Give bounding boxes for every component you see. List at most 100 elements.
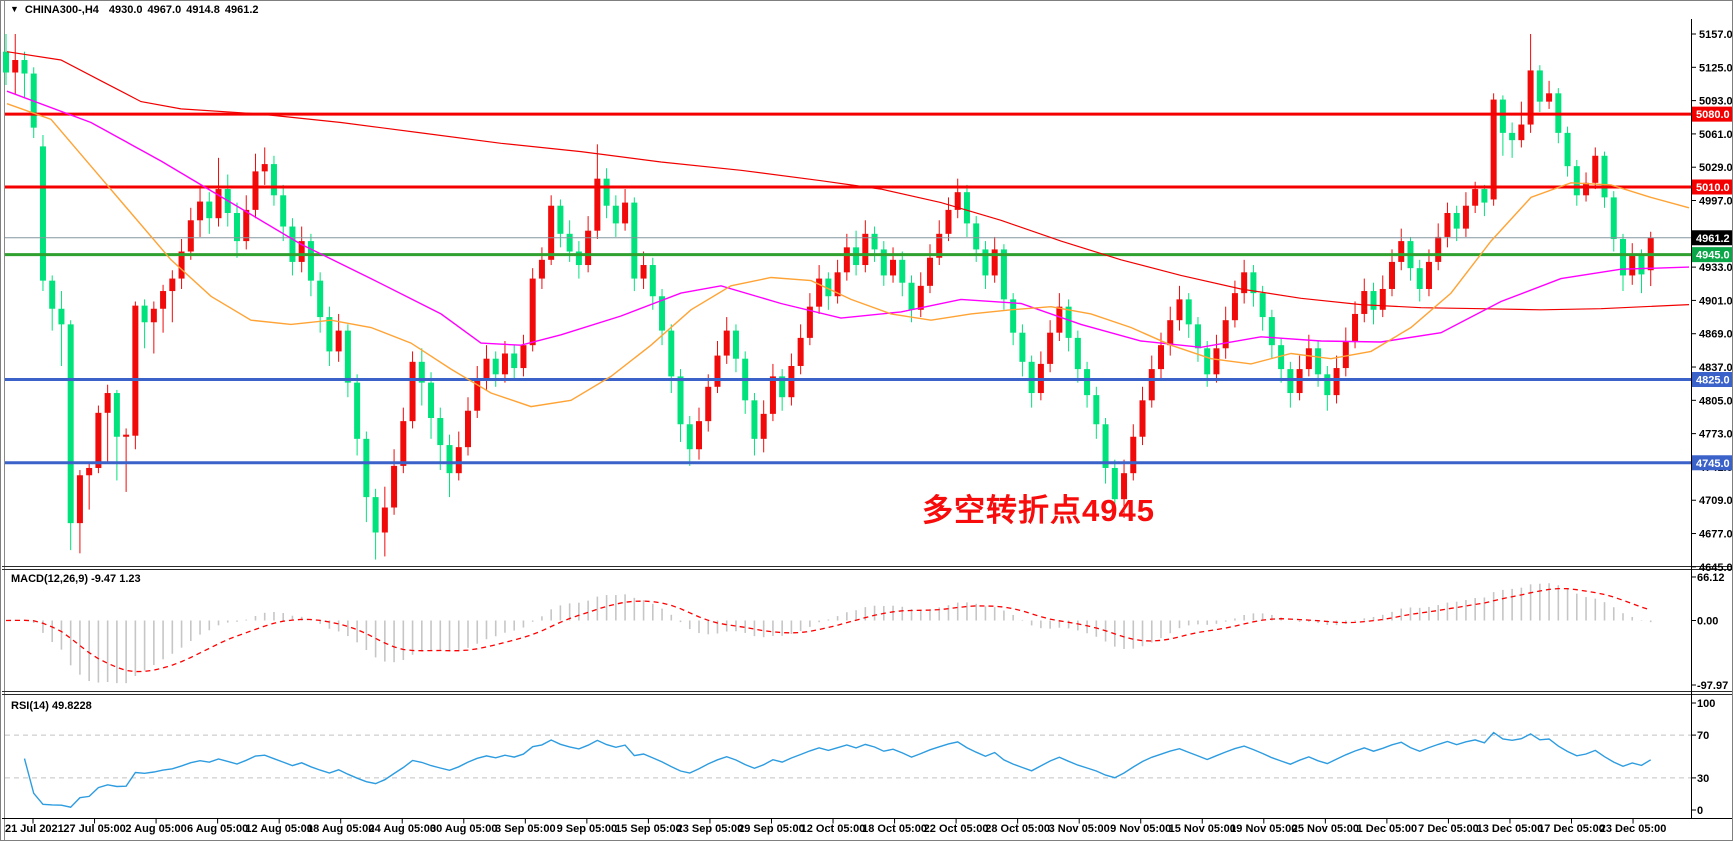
candle-body (215, 189, 222, 219)
macd-plot (5, 583, 1652, 684)
candle-body (465, 410, 471, 448)
time-tick-label: 3 Nov 05:00 (1049, 823, 1110, 835)
rsi-tick-label: 0 (1697, 805, 1703, 817)
candle-body (243, 209, 250, 242)
candle-body (1573, 166, 1580, 196)
candle-body (132, 305, 139, 436)
candle-body (1370, 291, 1377, 310)
time-tick-label: 30 Aug 05:00 (430, 823, 497, 835)
candle-body (1139, 400, 1146, 437)
candle-body (381, 507, 388, 533)
price-marker-label: 4825.0 (1696, 375, 1730, 387)
macd-indicator-label: MACD(12,26,9) -9.47 1.23 (11, 573, 141, 585)
time-tick-label: 13 Dec 05:00 (1477, 823, 1544, 835)
candle-body (1518, 124, 1525, 141)
price-marker-box (1692, 372, 1732, 388)
candle-body (307, 241, 314, 281)
candle-body (317, 280, 324, 318)
candle-body (806, 306, 813, 338)
candle-body (437, 418, 444, 446)
price-tick-label: 4645.0 (1699, 562, 1733, 574)
candle-body (640, 265, 647, 279)
candle-body (1425, 261, 1432, 289)
price-tick-label: 4869.0 (1699, 329, 1733, 341)
candle-body (1583, 182, 1590, 196)
candle-body (335, 330, 342, 352)
candle-body (991, 249, 998, 276)
candle-body (760, 413, 767, 439)
time-tick-label: 23 Sep 05:00 (677, 823, 744, 835)
price-tick-label: 4997.0 (1699, 196, 1733, 208)
candle-body (1361, 291, 1368, 314)
price-tick-label: 4709.0 (1699, 495, 1733, 507)
candle-body (12, 60, 19, 73)
symbol-dropdown-icon[interactable]: ▼ (10, 4, 19, 14)
candle-body (1472, 189, 1479, 206)
candle-body (1462, 205, 1469, 229)
candle-body (1315, 348, 1322, 375)
price-marker-label: 4961.2 (1696, 233, 1730, 245)
candle-body (696, 421, 702, 450)
candle-body (197, 201, 204, 221)
high-value: 4967.0 (147, 4, 182, 16)
candle-body (1167, 320, 1174, 346)
time-tick-label: 17 Dec 05:00 (1538, 823, 1605, 835)
candle-body (1333, 368, 1340, 396)
candle-body (1222, 320, 1229, 349)
price-tick-label: 4901.0 (1699, 295, 1733, 307)
candle-body (1638, 254, 1645, 275)
candle-body (659, 296, 666, 331)
candle-body (520, 345, 527, 369)
candle-body (686, 424, 693, 450)
candle-body (1250, 272, 1257, 294)
price-marker-box (1692, 455, 1732, 471)
candle-body (1287, 369, 1294, 394)
price-marker-label: 4945.0 (1696, 250, 1730, 262)
candle-body (668, 330, 675, 377)
time-tick-label: 28 Oct 05:00 (985, 823, 1050, 835)
time-tick-label: 21 Jul 2021 (5, 823, 64, 835)
candle-body (1102, 424, 1109, 468)
medium-ma-line (6, 90, 1690, 349)
candle-body (455, 447, 462, 474)
time-tick-label: 19 Nov 05:00 (1230, 823, 1297, 835)
candle-body (973, 223, 980, 250)
candle-body (49, 280, 56, 309)
candle-body (705, 386, 712, 422)
candle-body (141, 305, 148, 323)
price-marker-box (1692, 106, 1732, 122)
axis-labels[interactable]: 5157.05125.05093.05061.05029.04997.04965… (5, 29, 1733, 835)
candle-body (1398, 241, 1405, 262)
time-tick-label: 12 Oct 05:00 (801, 823, 866, 835)
candle-body (1047, 332, 1054, 364)
rsi-gridlines (5, 734, 1691, 779)
candle-body (1509, 132, 1516, 141)
candle-body (631, 202, 638, 279)
candle-body (1379, 288, 1386, 310)
candle-body (1564, 132, 1571, 167)
close-value: 4961.2 (224, 4, 259, 16)
macd-tick-label: 0.00 (1697, 616, 1718, 628)
time-tick-label: 12 Aug 05:00 (245, 823, 312, 835)
rsi-tick-label: 70 (1697, 730, 1709, 742)
time-tick-label: 25 Nov 05:00 (1292, 823, 1359, 835)
candle-body (945, 209, 952, 234)
candle-body (95, 412, 102, 468)
candle-body (86, 467, 93, 476)
candle-body (714, 355, 721, 387)
price-marker-label: 5010.0 (1696, 182, 1730, 194)
candle-body (400, 421, 407, 466)
horizontal-lines[interactable] (5, 112, 1691, 465)
candle-body (575, 251, 582, 266)
time-tick-label: 9 Nov 05:00 (1110, 823, 1171, 835)
price-marker-box (1692, 247, 1732, 263)
time-tick-label: 22 Oct 05:00 (924, 823, 989, 835)
candle-body (280, 195, 287, 227)
candle-body (538, 259, 545, 279)
low-value: 4914.8 (186, 4, 220, 16)
candle-body (890, 259, 897, 276)
candle-body (1389, 261, 1395, 289)
candle-body (446, 445, 453, 474)
price-tick-label: 4805.0 (1699, 395, 1733, 407)
